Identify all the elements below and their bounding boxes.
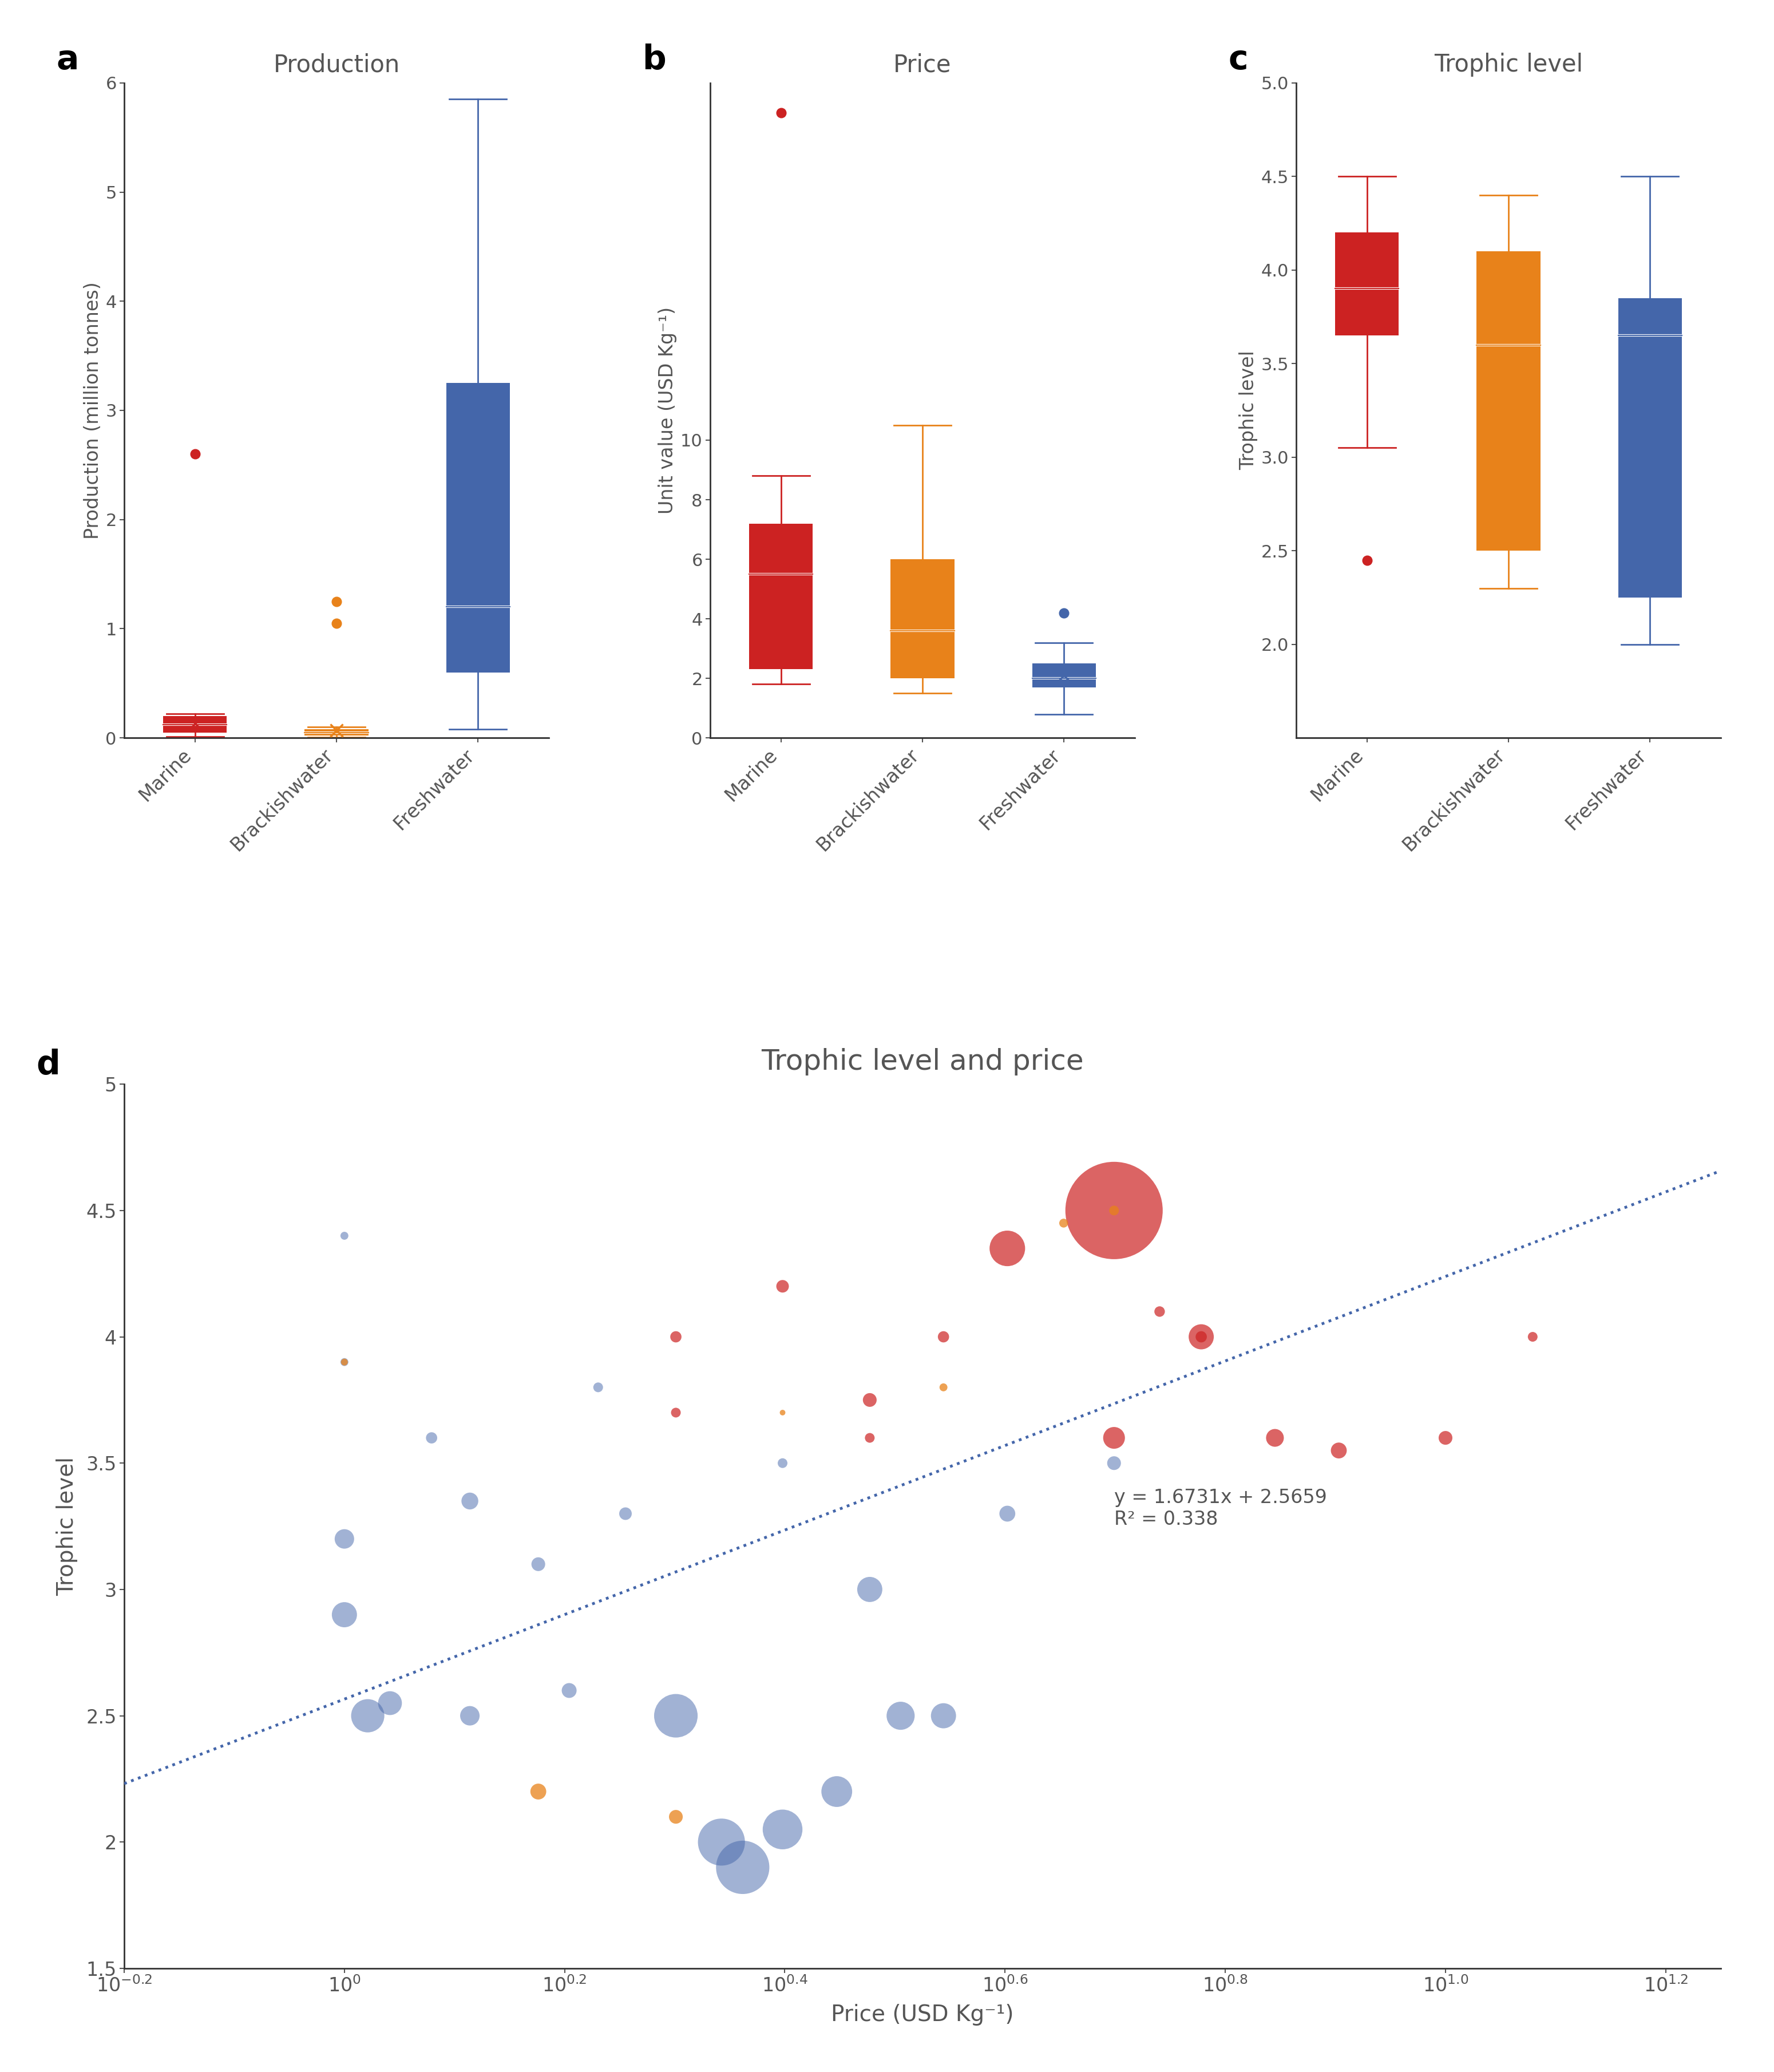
Point [855,1421,883,1455]
Y-axis label: Trophic level: Trophic level [1238,350,1258,470]
Bar [1476,251,1540,551]
Text: y = 1.6731x + 2.5659
R² = 0.338: y = 1.6731x + 2.5659 R² = 0.338 [1114,1488,1327,1529]
Point [930,1372,958,1405]
Text: b: b [642,44,665,77]
Point [662,1320,690,1353]
Point [768,1813,797,1846]
Bar [305,729,369,736]
Point [930,1320,958,1353]
Bar [447,383,509,671]
Point [330,1218,358,1251]
Point [887,1699,915,1732]
Title: Trophic level and price: Trophic level and price [761,1048,1084,1075]
Point [1325,1434,1354,1467]
Bar [1336,232,1398,336]
Bar [1618,298,1682,597]
Point [1050,1206,1079,1239]
Point [662,1699,690,1732]
X-axis label: Price (USD Kg⁻¹): Price (USD Kg⁻¹) [830,2004,1015,2026]
Point [523,1548,552,1581]
Y-axis label: Trophic level: Trophic level [57,1457,78,1595]
Point [456,1699,484,1732]
Point [523,1776,552,1809]
Point [1187,1320,1215,1353]
Point [708,1825,736,1859]
Bar [891,559,954,678]
Point [456,1484,484,1517]
Point [330,1345,358,1378]
Point [330,1345,358,1378]
Point [376,1687,404,1720]
Text: d: d [37,1048,60,1082]
Point [993,1498,1022,1531]
Point [1100,1446,1128,1479]
Point [768,1270,797,1303]
Point [1146,1295,1174,1328]
Point [662,1801,690,1834]
Y-axis label: Unit value (USD Kg⁻¹): Unit value (USD Kg⁻¹) [658,307,678,514]
Point [855,1384,883,1417]
Bar [163,717,227,731]
Point [330,1598,358,1631]
Title: Price: Price [894,54,951,77]
Bar [749,524,812,669]
Text: c: c [1228,44,1249,77]
Point [555,1674,584,1707]
Point [768,1446,797,1479]
Point [330,1523,358,1556]
Point [1100,1421,1128,1455]
Point [662,1397,690,1430]
Point [729,1850,757,1883]
Y-axis label: Production (million tonnes): Production (million tonnes) [83,282,103,539]
Point [353,1699,381,1732]
Point [1261,1421,1290,1455]
Bar [1032,663,1096,688]
Point [993,1233,1022,1266]
Point [1100,1193,1128,1227]
Title: Production: Production [273,54,399,77]
Text: a: a [57,44,78,77]
Point [612,1498,640,1531]
Point [584,1372,612,1405]
Point [417,1421,445,1455]
Point [823,1776,852,1809]
Point [768,1397,797,1430]
Point [1519,1320,1547,1353]
Point [930,1699,958,1732]
Point [1100,1193,1128,1227]
Point [1187,1320,1215,1353]
Point [855,1573,883,1606]
Point [1432,1421,1460,1455]
Title: Trophic level: Trophic level [1433,54,1582,77]
